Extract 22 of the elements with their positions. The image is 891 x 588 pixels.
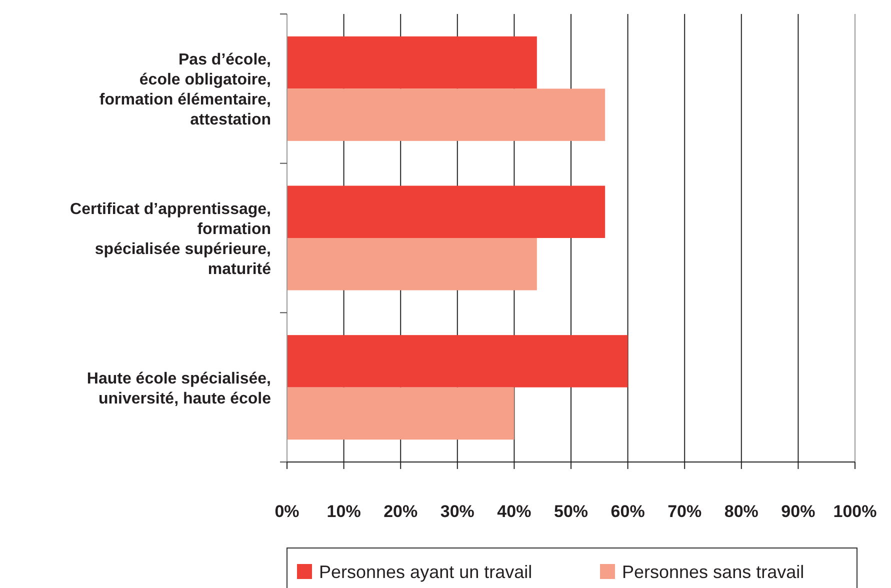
x-tick-label: 10% (326, 502, 361, 521)
x-tick-label: 0% (274, 502, 300, 521)
x-tick-label: 30% (440, 502, 474, 521)
x-tick-label: 60% (610, 502, 645, 521)
legend-label: Personnes sans travail (622, 562, 804, 582)
bar (287, 186, 606, 238)
bar (287, 88, 606, 141)
x-tick-label: 70% (668, 502, 702, 521)
bar (287, 335, 628, 388)
legend-label: Personnes ayant un travail (319, 562, 532, 582)
x-tick-label: 40% (497, 502, 532, 521)
bar (287, 238, 537, 290)
x-tick-label: 90% (781, 502, 816, 521)
y-tick-label: Haute école spécialisée, université, haute école (86, 370, 272, 408)
bar (287, 387, 514, 440)
x-tick-label: 80% (724, 502, 758, 521)
y-tick-label: Pas d’école, école obligatoire, formation élémentaire, attestation (99, 52, 271, 129)
bar (287, 36, 537, 89)
x-tick-label: 100% (833, 502, 877, 521)
x-tick-label: 20% (384, 502, 418, 521)
y-tick-label: Certificat d’apprentissage, formation spécialisée supérieure, maturité (70, 201, 272, 278)
x-tick-label: 50% (554, 502, 588, 521)
